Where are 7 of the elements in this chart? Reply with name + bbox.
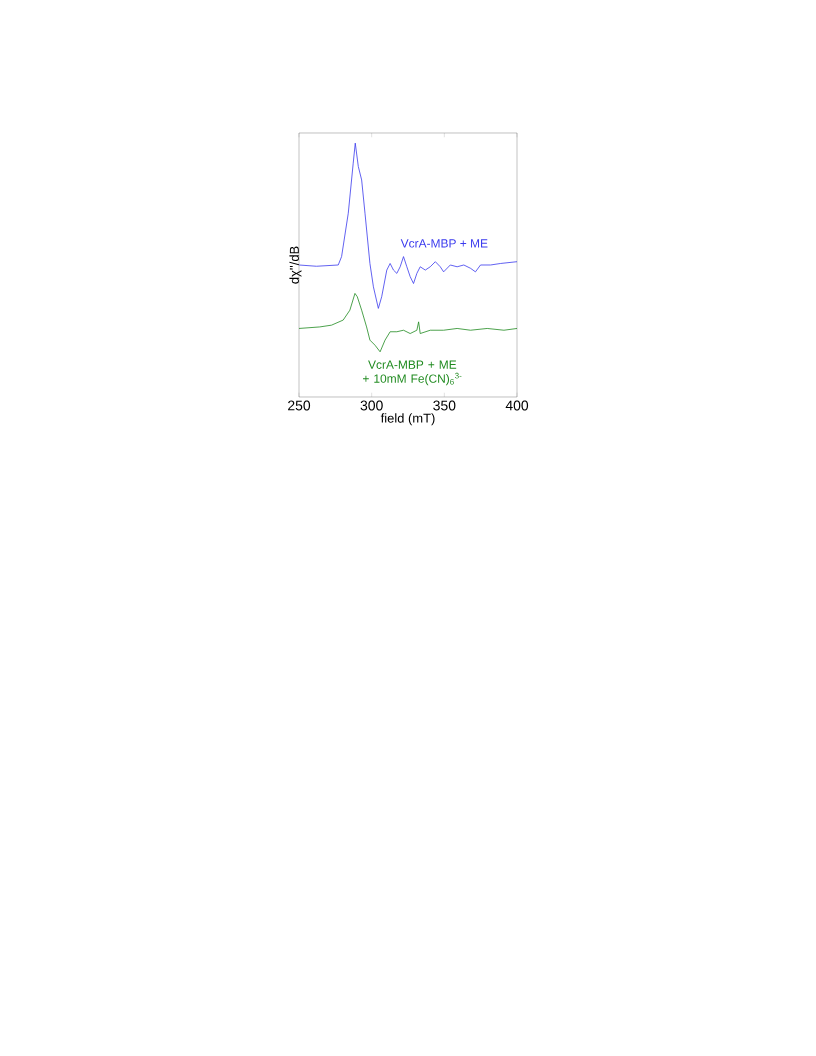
x-tick-label: 400 — [505, 400, 529, 411]
x-tick-label: 300 — [360, 400, 383, 411]
y-axis-title: dχ''/dB — [289, 246, 302, 284]
x-tick-label: 350 — [433, 400, 456, 411]
x-axis-title: field (mT) — [380, 413, 435, 426]
x-tick-label: 250 — [288, 400, 311, 411]
series-label: VcrA-MBP + ME — [400, 239, 488, 248]
